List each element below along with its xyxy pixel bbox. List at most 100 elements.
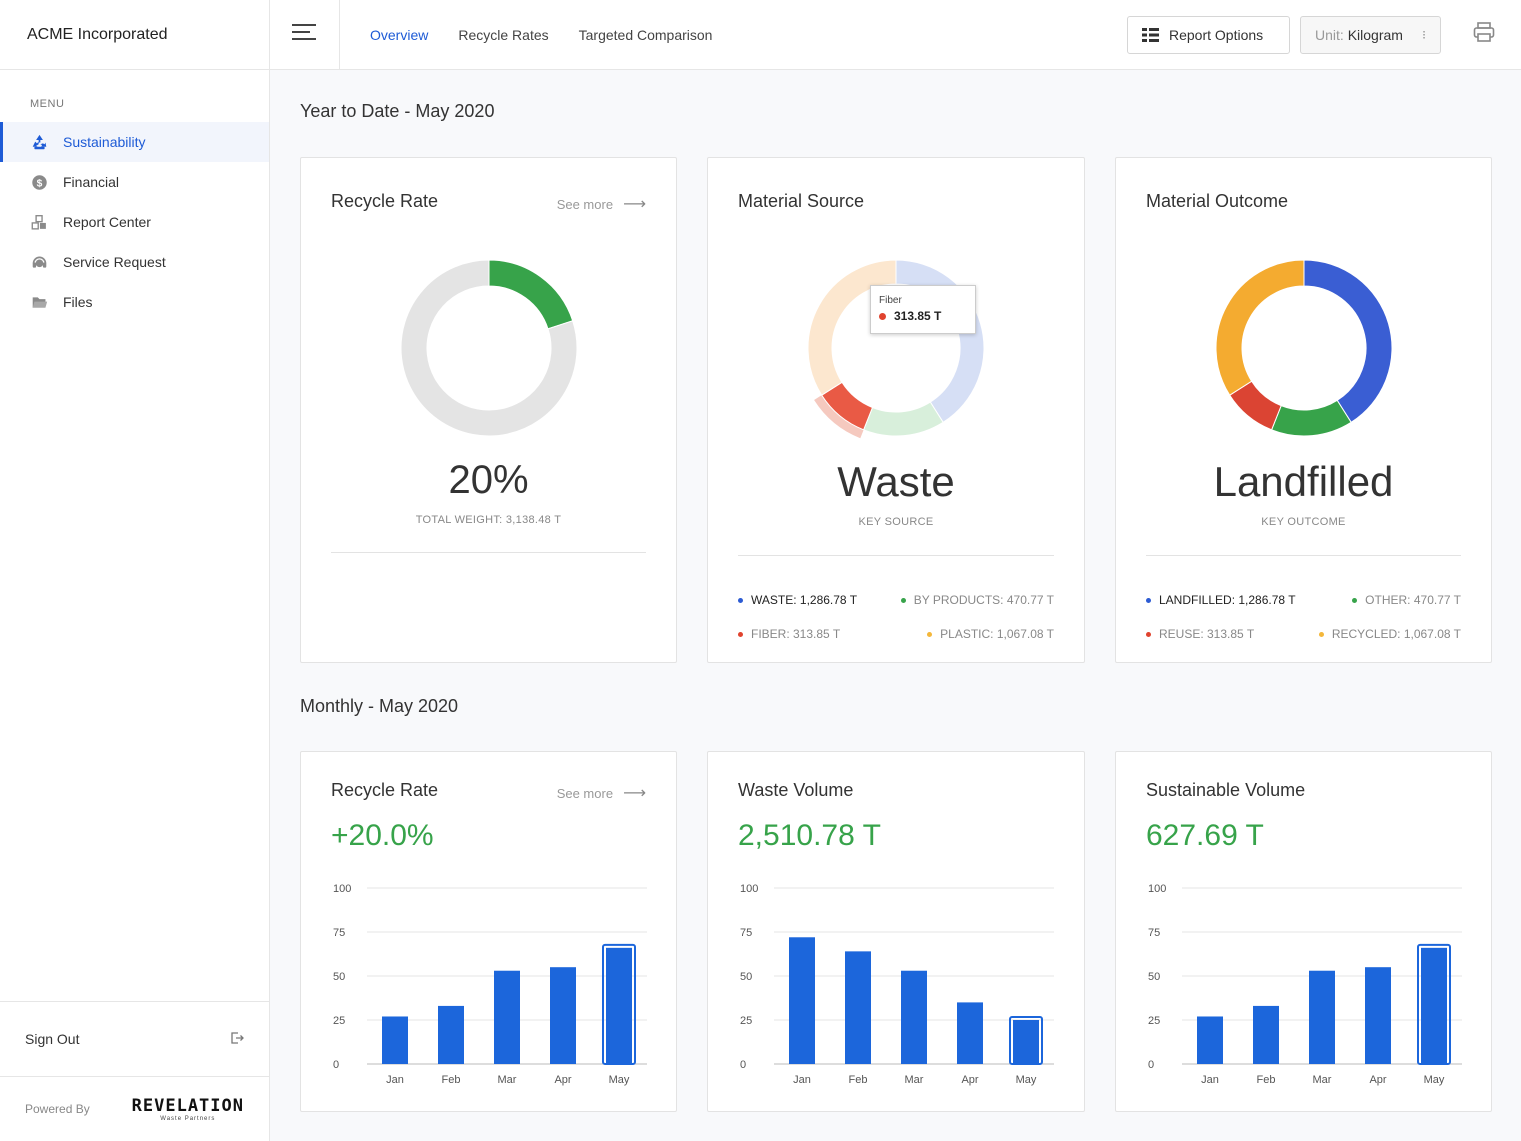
bar-apr[interactable] xyxy=(957,1002,983,1064)
monthly-recycle-card: Recycle Rate See more ⟶ +20.0% 0 25 50 75 10… xyxy=(300,751,677,1112)
key-source-value: Waste xyxy=(837,458,955,505)
arrow-right-icon: ⟶ xyxy=(623,785,646,802)
bar-mar[interactable] xyxy=(1309,970,1335,1064)
donut-slice-other[interactable] xyxy=(400,259,577,437)
recycle-rate-metric: +20.0% xyxy=(331,819,434,852)
card-title: Material Source xyxy=(738,191,865,211)
hamburger-icon xyxy=(291,22,318,47)
donut-slice-recycled[interactable] xyxy=(488,259,573,330)
card-title: Waste Volume xyxy=(738,780,854,800)
legend-item-by-products: BY PRODUCTS: 470.77 T xyxy=(900,583,1054,617)
donut-slice-recycled[interactable] xyxy=(1215,259,1304,396)
donut-slice-other[interactable] xyxy=(1270,399,1352,437)
recycle-rate-value: 20% xyxy=(448,458,529,502)
bar-feb[interactable] xyxy=(1253,1005,1279,1064)
y-tick-label: 50 xyxy=(740,971,752,983)
topbar-actions: Report Options Unit: Kilogram ⁝ xyxy=(1127,15,1497,54)
bar-mar[interactable] xyxy=(494,970,520,1064)
x-tick-label: Apr xyxy=(961,1074,978,1086)
x-tick-label: Feb xyxy=(849,1074,868,1086)
powered-by-label: Powered By xyxy=(25,1102,90,1116)
unit-label: Unit: xyxy=(1315,26,1344,43)
card-title: Recycle Rate xyxy=(331,191,439,211)
sustainable-volume-metric: 627.69 T xyxy=(1146,819,1264,852)
dollar-icon: $ xyxy=(30,173,48,191)
legend-item-landfilled: LANDFILLED: 1,286.78 T xyxy=(1146,583,1296,617)
bar-apr[interactable] xyxy=(1365,967,1391,1064)
y-tick-label: 50 xyxy=(333,971,345,983)
bar-may[interactable] xyxy=(606,947,632,1064)
waste-volume-metric: 2,510.78 T xyxy=(738,819,881,852)
bar-jan[interactable] xyxy=(382,1016,408,1064)
x-tick-label: May xyxy=(1016,1074,1037,1086)
tab-targeted-comparison[interactable]: Targeted Comparison xyxy=(578,26,713,43)
legend-item-plastic: PLASTIC: 1,067.08 T xyxy=(927,617,1054,651)
card-title: Recycle Rate xyxy=(331,780,439,800)
sidebar-item-label: Files xyxy=(63,294,93,310)
key-outcome-label: KEY OUTCOME xyxy=(1261,516,1346,528)
key-outcome-value: Landfilled xyxy=(1213,458,1394,505)
company-name: ACME Incorporated xyxy=(0,0,269,70)
x-tick-label: Mar xyxy=(905,1074,924,1086)
sidebar-item-sustainability[interactable]: Sustainability xyxy=(0,122,269,162)
legend-item-waste: WASTE: 1,286.78 T xyxy=(738,583,857,617)
x-tick-label: Mar xyxy=(1313,1074,1332,1086)
donut-slice-by-products[interactable] xyxy=(862,401,944,437)
bar-feb[interactable] xyxy=(438,1005,464,1064)
bar-may[interactable] xyxy=(1421,947,1447,1064)
report-options-button[interactable]: Report Options xyxy=(1127,15,1290,54)
bar-feb[interactable] xyxy=(845,951,871,1064)
donut-slice-plastic[interactable] xyxy=(807,259,897,396)
report-options-label: Report Options xyxy=(1169,26,1264,43)
sidebar-item-service-request[interactable]: Service Request xyxy=(0,242,269,282)
x-tick-label: Jan xyxy=(1201,1074,1219,1086)
legend-item-recycled: RECYCLED: 1,067.08 T xyxy=(1318,617,1461,651)
tabs: Overview Recycle Rates Targeted Comparis… xyxy=(370,27,742,43)
sign-out-label: Sign Out xyxy=(25,1031,80,1047)
x-tick-label: Mar xyxy=(498,1074,517,1086)
unit-select[interactable]: Unit: Kilogram ⁝ xyxy=(1300,15,1441,54)
tab-recycle-rates[interactable]: Recycle Rates xyxy=(458,26,549,43)
bar-may[interactable] xyxy=(1013,1020,1039,1064)
donut-slice-landfilled[interactable] xyxy=(1303,259,1392,423)
y-tick-label: 100 xyxy=(1148,883,1166,895)
divider xyxy=(738,555,1054,556)
sidebar-item-label: Report Center xyxy=(63,214,151,230)
sidebar: ACME Incorporated MENU Sustainability $ … xyxy=(0,0,270,1141)
ytd-recycle-card: Recycle Rate See more ⟶ 20% TOTAL WEIGHT… xyxy=(300,157,677,663)
tab-overview[interactable]: Overview xyxy=(370,26,429,43)
y-tick-label: 50 xyxy=(1148,971,1160,983)
tooltip-value: 313.85 T xyxy=(894,309,942,323)
y-tick-label: 75 xyxy=(740,927,752,939)
sustainable-volume-bar-chart: 0 25 50 75 100 Jan Feb Mar Apr May xyxy=(1148,883,1462,1086)
recycle-rate-bar-chart: 0 25 50 75 100 Jan Feb Mar Apr May xyxy=(333,883,647,1086)
see-more-link[interactable]: See more ⟶ xyxy=(557,783,646,803)
sustainable-volume-card: Sustainable Volume 627.69 T 0 25 50 75 100 Ja… xyxy=(1115,751,1492,1112)
recycle-icon xyxy=(30,133,48,151)
material-source-card: Material Source Fiber 313.85 T Waste KEY… xyxy=(707,157,1085,663)
bar-jan[interactable] xyxy=(789,937,815,1064)
material-source-donut xyxy=(807,259,985,439)
print-button[interactable] xyxy=(1471,22,1497,48)
y-tick-label: 75 xyxy=(1148,927,1160,939)
powered-by: Powered By REVELATION Waste Partners xyxy=(0,1076,269,1141)
y-tick-label: 25 xyxy=(1148,1015,1160,1027)
bar-apr[interactable] xyxy=(550,967,576,1064)
tooltip-dot xyxy=(879,312,886,320)
sign-out-button[interactable]: Sign Out xyxy=(0,1001,269,1076)
menu-toggle-button[interactable] xyxy=(270,0,340,70)
divider xyxy=(331,552,646,553)
sidebar-item-files[interactable]: Files xyxy=(0,282,269,322)
sidebar-item-financial[interactable]: $ Financial xyxy=(0,162,269,202)
x-tick-label: Feb xyxy=(442,1074,461,1086)
sidebar-item-report-center[interactable]: Report Center xyxy=(0,202,269,242)
bar-mar[interactable] xyxy=(901,970,927,1064)
menu-caption: MENU xyxy=(30,98,65,110)
bar-jan[interactable] xyxy=(1197,1016,1223,1064)
legend: WASTE: 1,286.78 T BY PRODUCTS: 470.77 T … xyxy=(738,583,1054,651)
legend: LANDFILLED: 1,286.78 T OTHER: 470.77 T R… xyxy=(1146,583,1461,651)
see-more-link[interactable]: See more ⟶ xyxy=(557,194,646,214)
monthly-section-title: Monthly - May 2020 xyxy=(300,696,459,716)
material-outcome-donut xyxy=(1215,259,1392,437)
y-tick-label: 25 xyxy=(740,1015,752,1027)
